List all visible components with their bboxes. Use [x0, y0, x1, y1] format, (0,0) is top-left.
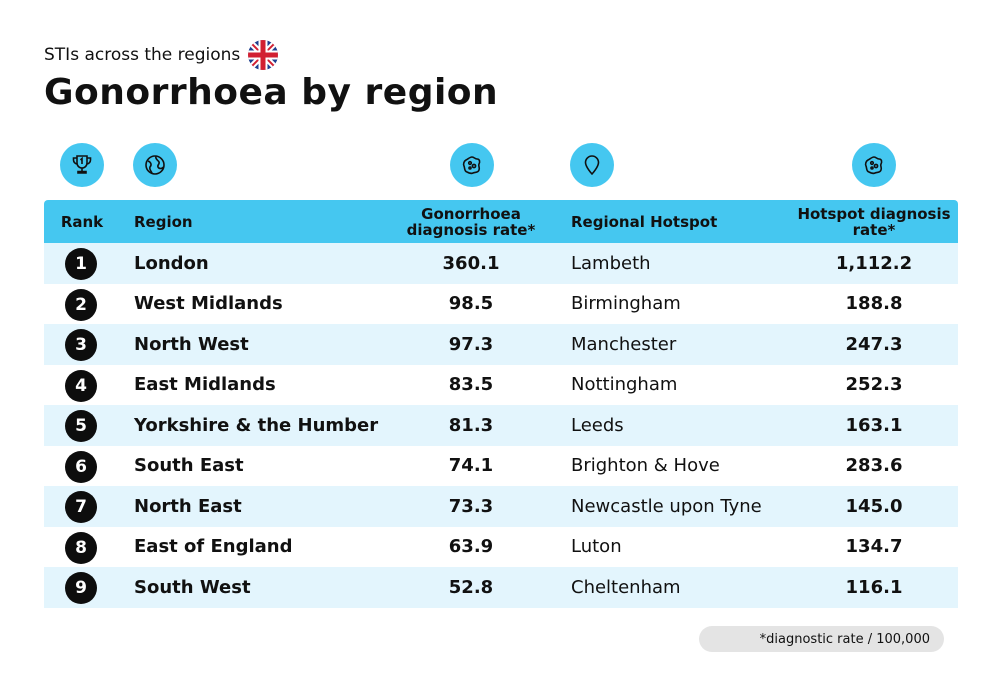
hotspot-cell: Leeds [571, 414, 624, 436]
region-cell: East of England [134, 536, 293, 558]
rank-badge: 1 [65, 248, 97, 280]
rate-cell: 98.5 [448, 293, 494, 315]
page-subtitle: STIs across the regions [44, 40, 279, 70]
hotspot-cell: Lambeth [571, 252, 651, 274]
hotspot-rate-cell: 247.3 [845, 333, 903, 355]
table-body: 1 London 360.1 Lambeth 1,112.2 2 West Midlands… [44, 243, 958, 608]
column-header-rank: Rank [60, 212, 104, 231]
rate-cell: 63.9 [448, 536, 494, 558]
rate-cell: 73.3 [448, 495, 494, 517]
hotspot-rate-cell: 283.6 [845, 455, 903, 477]
subtitle-text: STIs across the regions [44, 45, 241, 65]
region-cell: London [134, 252, 209, 274]
map-pin-icon [570, 143, 614, 187]
rate-cell: 74.1 [448, 455, 494, 477]
rank-badge: 7 [65, 491, 97, 523]
region-cell: South West [134, 576, 251, 598]
rank-badge: 2 [65, 288, 97, 321]
column-header-hotspot-rate: Hotspot diagnosis rate* [797, 204, 951, 239]
rank-badge: 6 [65, 450, 97, 483]
hotspot-rate-cell: 134.7 [845, 536, 903, 558]
virus-icon [852, 143, 896, 187]
column-header-region: Region [134, 212, 193, 231]
hotspot-rate-cell: 1,112.2 [835, 252, 913, 274]
footnote: *diagnostic rate / 100,000 [699, 626, 944, 652]
table-row: 7 North East 73.3 Newcastle upon Tyne 145.0 [44, 486, 958, 527]
hotspot-rate-cell: 188.8 [845, 293, 903, 315]
hotspot-cell: Luton [571, 536, 622, 558]
table-row: 8 East of England 63.9 Luton 134.7 [44, 527, 958, 568]
region-cell: Yorkshire & the Humber [134, 414, 379, 436]
uk-flag-icon [248, 40, 279, 70]
hotspot-cell: Newcastle upon Tyne [571, 495, 762, 517]
rank-badge: 8 [65, 531, 97, 564]
table-row: 4 East Midlands 83.5 Nottingham 252.3 [44, 365, 958, 406]
region-cell: North West [134, 333, 249, 355]
page-title: Gonorrhoea by region [44, 72, 499, 113]
region-cell: North East [134, 495, 242, 517]
rate-cell: 52.8 [448, 576, 494, 598]
region-cell: East Midlands [134, 374, 276, 396]
rank-badge: 9 [65, 572, 97, 604]
table-row: 9 South West 52.8 Cheltenham 116.1 [44, 567, 958, 608]
hotspot-rate-cell: 163.1 [845, 414, 903, 436]
hotspot-rate-cell: 145.0 [845, 495, 903, 517]
rate-cell: 97.3 [448, 333, 494, 355]
globe-icon [133, 143, 177, 187]
rank-badge: 3 [65, 329, 97, 361]
hotspot-rate-cell: 116.1 [845, 576, 903, 598]
table-row: 2 West Midlands 98.5 Birmingham 188.8 [44, 284, 958, 325]
rate-cell: 83.5 [448, 374, 494, 396]
hotspot-cell: Brighton & Hove [571, 455, 720, 477]
column-header-hotspot: Regional Hotspot [571, 212, 718, 231]
region-cell: West Midlands [134, 293, 283, 315]
virus-icon [450, 143, 494, 187]
hotspot-cell: Manchester [571, 333, 677, 355]
column-header-rate: Gonorrhoea diagnosis rate* [406, 204, 536, 239]
rate-cell: 360.1 [442, 252, 500, 274]
hotspot-rate-cell: 252.3 [845, 374, 903, 396]
rank-badge: 4 [65, 369, 97, 402]
hotspot-cell: Birmingham [571, 293, 681, 315]
table-row: 3 North West 97.3 Manchester 247.3 [44, 324, 958, 365]
rate-cell: 81.3 [448, 414, 494, 436]
rank-badge: 5 [65, 410, 97, 442]
region-cell: South East [134, 455, 244, 477]
table-header: Rank Region Gonorrhoea diagnosis rate* R… [44, 200, 958, 243]
table-row: 6 South East 74.1 Brighton & Hove 283.6 [44, 446, 958, 487]
table-row: 5 Yorkshire & the Humber 81.3 Leeds 163.1 [44, 405, 958, 446]
hotspot-cell: Cheltenham [571, 576, 681, 598]
hotspot-cell: Nottingham [571, 374, 678, 396]
region-table: Rank Region Gonorrhoea diagnosis rate* R… [44, 200, 958, 608]
table-row: 1 London 360.1 Lambeth 1,112.2 [44, 243, 958, 284]
trophy-icon [60, 143, 104, 187]
